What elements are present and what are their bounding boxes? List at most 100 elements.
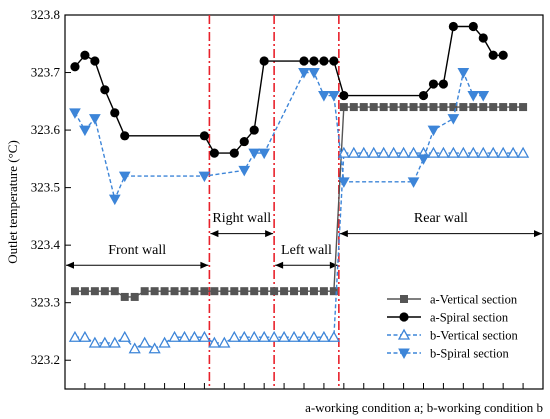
data-point xyxy=(277,330,291,342)
data-point xyxy=(409,103,418,112)
data-point xyxy=(300,287,308,296)
data-point xyxy=(309,287,318,296)
data-point xyxy=(160,287,169,296)
data-point xyxy=(479,103,488,112)
region-label: Front wall xyxy=(108,243,166,258)
data-point xyxy=(509,103,518,112)
data-point xyxy=(108,336,121,348)
wall-regions: Front wall Right wall Left wall Rear wall xyxy=(66,211,542,269)
data-point xyxy=(130,292,139,301)
region-label: Right wall xyxy=(212,211,271,226)
data-point xyxy=(270,287,279,296)
data-point xyxy=(400,295,408,303)
data-point xyxy=(248,330,261,342)
data-point xyxy=(448,21,458,32)
data-point xyxy=(427,125,440,137)
legend-label: b-Vertical section xyxy=(430,329,519,343)
data-point xyxy=(359,103,368,112)
data-point xyxy=(399,312,409,322)
y-tick-label: 323.4 xyxy=(31,237,61,252)
data-point xyxy=(208,336,221,348)
data-point xyxy=(519,103,528,112)
series-a-spiral-section xyxy=(70,21,508,158)
data-point xyxy=(170,287,179,296)
data-point xyxy=(437,146,450,158)
data-point xyxy=(240,287,249,296)
data-point xyxy=(239,136,249,147)
data-point xyxy=(150,287,159,296)
data-point xyxy=(469,103,478,112)
data-point xyxy=(427,146,440,158)
data-point xyxy=(80,50,90,60)
data-point xyxy=(438,79,449,89)
data-point xyxy=(198,330,211,342)
region-arrow-head xyxy=(329,261,338,269)
data-point xyxy=(220,287,229,296)
data-point xyxy=(467,91,480,102)
series-b-vertical-section xyxy=(68,146,530,354)
data-point xyxy=(98,336,111,348)
data-point xyxy=(178,330,191,342)
data-point xyxy=(287,330,301,342)
data-point xyxy=(398,348,410,360)
data-point xyxy=(468,21,478,32)
data-point xyxy=(168,330,181,342)
y-tick-label: 323.8 xyxy=(31,7,60,22)
data-point xyxy=(439,103,448,112)
data-point xyxy=(478,33,488,43)
region-arrow-head xyxy=(534,230,542,238)
data-point xyxy=(100,287,109,296)
data-point xyxy=(258,148,271,160)
data-point xyxy=(417,154,430,165)
data-point xyxy=(337,177,350,188)
data-point xyxy=(250,287,259,296)
series-a-vertical-section xyxy=(70,103,528,301)
data-point xyxy=(327,330,340,342)
y-axis-title: Outlet temperature (°C) xyxy=(5,140,20,264)
region-label: Left wall xyxy=(281,243,332,258)
data-point xyxy=(457,68,470,79)
data-point xyxy=(259,56,269,66)
data-point xyxy=(218,336,231,348)
data-point xyxy=(449,103,458,112)
data-point xyxy=(498,50,508,60)
y-axis: 323.2 323.3 323.4 323.5 323.6 323.7 323.8 xyxy=(31,7,71,367)
data-point xyxy=(418,90,429,101)
data-point xyxy=(489,103,498,112)
data-point xyxy=(369,103,378,112)
data-point xyxy=(158,336,171,348)
data-point xyxy=(318,91,330,102)
data-point xyxy=(258,330,271,342)
data-point xyxy=(329,56,339,66)
data-point xyxy=(487,146,500,158)
data-point xyxy=(499,103,508,112)
data-point xyxy=(329,287,338,296)
data-point xyxy=(399,103,408,112)
data-point xyxy=(90,56,100,66)
data-point xyxy=(428,79,439,89)
data-point xyxy=(477,91,490,102)
data-point xyxy=(297,330,311,342)
data-point xyxy=(419,103,428,112)
data-point xyxy=(190,287,199,296)
data-point xyxy=(110,108,120,118)
data-point xyxy=(389,103,398,112)
data-point xyxy=(307,330,321,342)
data-point xyxy=(199,131,210,141)
region-arrow-head xyxy=(200,261,209,269)
legend-label: a-Spiral section xyxy=(430,311,509,325)
data-point xyxy=(299,56,309,66)
x-axis xyxy=(84,383,524,389)
legend: a-Vertical section a-Spiral section b-Vert… xyxy=(387,293,519,361)
data-point xyxy=(110,287,119,296)
data-point xyxy=(90,287,99,296)
data-point xyxy=(140,287,149,296)
data-point xyxy=(280,287,289,296)
data-point xyxy=(100,85,110,95)
data-point xyxy=(328,91,340,102)
data-point xyxy=(407,177,420,188)
data-point xyxy=(198,171,211,183)
data-point xyxy=(488,50,498,60)
region-arrow-head xyxy=(66,261,74,269)
data-point xyxy=(309,56,319,66)
